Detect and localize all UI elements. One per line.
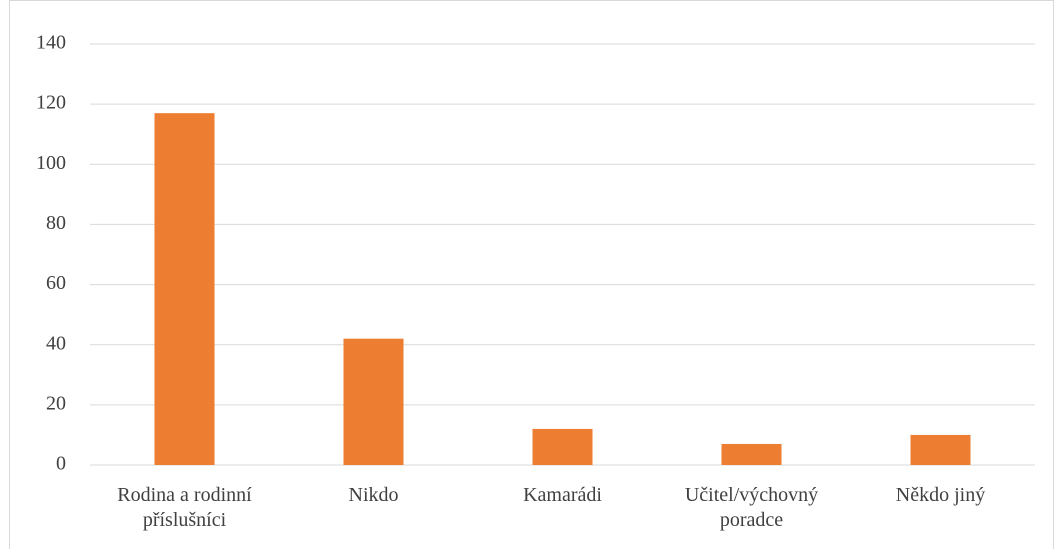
bar: [154, 113, 215, 466]
y-tick-label: 140: [36, 32, 66, 54]
x-tick-label: Rodina a rodinní příslušníci: [117, 484, 252, 531]
bar: [343, 338, 404, 465]
y-tick-label: 0: [56, 453, 66, 475]
y-tick-label: 120: [36, 92, 66, 114]
x-tick-label-box: Někdo jiný: [895, 484, 986, 506]
bar: [532, 428, 593, 465]
y-tick-label: 80: [46, 212, 66, 234]
bar: [721, 443, 782, 465]
x-tick-label: Někdo jiný: [895, 484, 986, 506]
x-tick-label-box: Nikdo: [348, 484, 399, 506]
y-tick-label: 40: [46, 332, 66, 354]
y-tick-label: 100: [36, 152, 66, 174]
x-tick-label-box: Kamarádi: [523, 484, 602, 506]
x-tick-label: Nikdo: [348, 484, 399, 506]
bar: [910, 434, 971, 465]
x-tick-label-box: Učitel/výchovný poradce: [684, 484, 819, 531]
y-tick-label: 60: [46, 272, 66, 294]
x-tick-label-box: Rodina a rodinní příslušníci: [117, 484, 252, 531]
x-tick-label: Učitel/výchovný poradce: [684, 484, 819, 531]
y-tick-label: 20: [46, 392, 66, 414]
x-tick-label: Kamarádi: [523, 484, 602, 506]
